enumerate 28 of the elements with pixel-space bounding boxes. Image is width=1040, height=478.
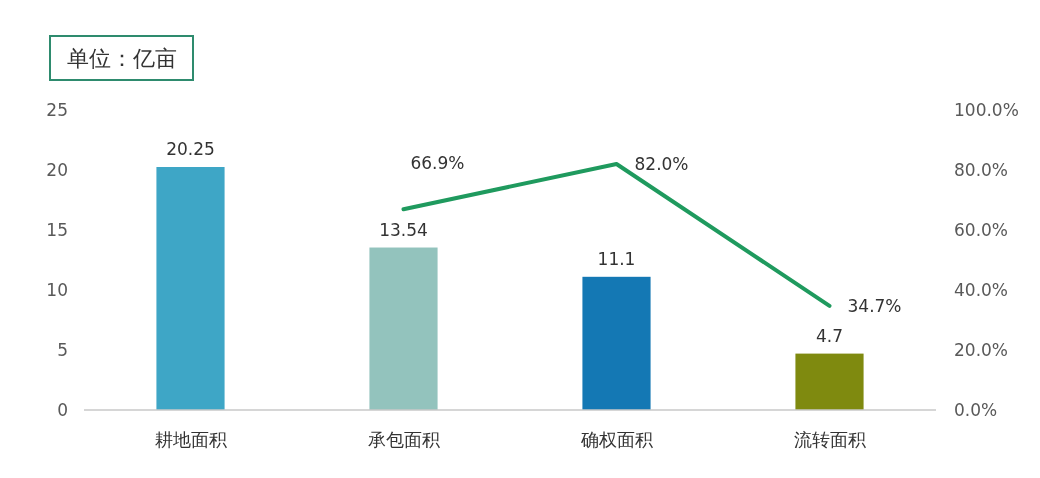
y-tick-label: 10 bbox=[46, 280, 68, 300]
text: 单位：亿亩 bbox=[66, 46, 177, 71]
y2-tick-label: 60.0% bbox=[954, 220, 1009, 240]
data-label: 11.1 bbox=[597, 248, 636, 269]
y2-tick-label: 80.0% bbox=[954, 160, 1009, 180]
y-tick-label: 15 bbox=[46, 220, 68, 240]
data-label: 13.54 bbox=[379, 219, 428, 240]
data-label: 66.9% bbox=[410, 153, 465, 174]
data-label: 20.25 bbox=[166, 139, 215, 159]
bar bbox=[156, 167, 225, 410]
y-tick-label: 5 bbox=[57, 340, 68, 360]
y-tick-label: 25 bbox=[46, 100, 68, 120]
y2-tick-label: 40.0% bbox=[954, 280, 1009, 300]
bar bbox=[582, 276, 651, 410]
y-tick-label: 20 bbox=[46, 160, 68, 180]
x-tick-label: 耕地面积 bbox=[154, 429, 227, 450]
y-tick-label: 0 bbox=[57, 400, 68, 420]
data-label: 4.7 bbox=[815, 325, 844, 346]
data-label: 82.0% bbox=[634, 154, 689, 174]
bar bbox=[795, 353, 864, 410]
bar bbox=[369, 247, 438, 410]
y2-tick-label: 0.0% bbox=[954, 400, 998, 420]
x-tick-label: 确权面积 bbox=[579, 429, 653, 450]
data-label: 34.7% bbox=[847, 295, 902, 316]
x-tick-label: 流转面积 bbox=[793, 429, 866, 450]
x-tick-label: 承包面积 bbox=[367, 429, 440, 450]
y2-tick-label: 100.0% bbox=[954, 100, 1019, 120]
y2-tick-label: 20.0% bbox=[954, 340, 1009, 360]
